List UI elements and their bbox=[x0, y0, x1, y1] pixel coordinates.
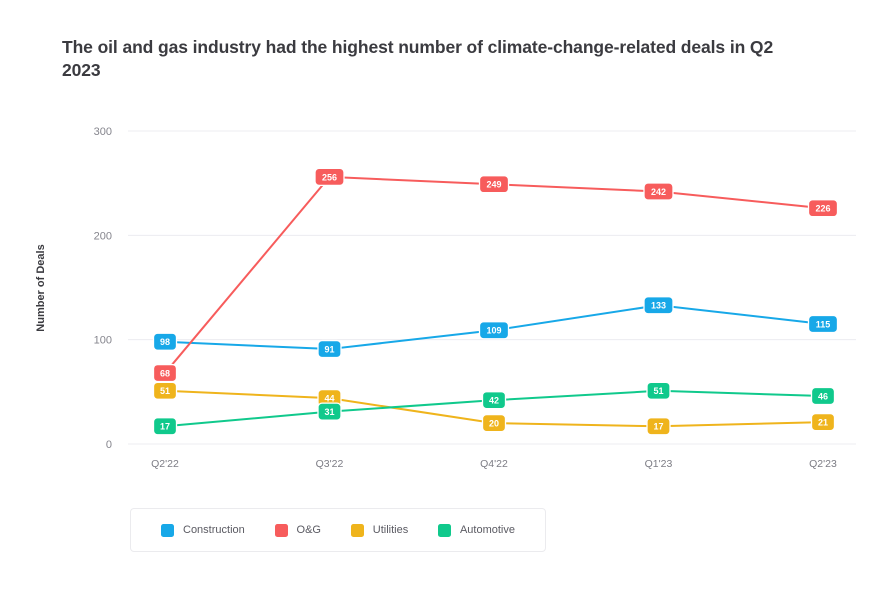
data-label-text: 91 bbox=[324, 344, 334, 354]
legend-item-automotive[interactable]: Automotive bbox=[437, 523, 515, 537]
legend: Construction O&G Utilities Automotive bbox=[130, 508, 546, 552]
data-label-text: 109 bbox=[486, 326, 501, 336]
data-label bbox=[481, 391, 507, 410]
data-label-text: 242 bbox=[651, 187, 666, 197]
series-line-o-g bbox=[164, 175, 824, 375]
y-tick-label: 300 bbox=[94, 126, 112, 138]
y-tick-label: 0 bbox=[106, 439, 112, 451]
data-label-text: 44 bbox=[324, 393, 334, 403]
legend-swatch-utilities bbox=[350, 523, 364, 537]
data-label bbox=[646, 381, 671, 400]
data-label-text: 31 bbox=[324, 407, 334, 417]
data-label-text: 20 bbox=[489, 419, 499, 429]
data-label-text: 51 bbox=[160, 386, 170, 396]
x-tick-label: Q3'22 bbox=[316, 458, 344, 470]
legend-item-o-g[interactable]: O&G bbox=[274, 523, 321, 537]
legend-label: Construction bbox=[183, 524, 245, 536]
data-label bbox=[478, 175, 510, 194]
data-label bbox=[314, 167, 345, 187]
y-tick-label: 100 bbox=[94, 335, 112, 347]
x-tick-label: Q4'22 bbox=[480, 458, 508, 470]
data-label bbox=[481, 413, 507, 433]
x-tick-label: Q2'22 bbox=[151, 458, 179, 470]
data-label bbox=[317, 339, 342, 359]
data-label bbox=[643, 182, 674, 201]
data-label-text: 51 bbox=[653, 386, 663, 396]
data-label-text: 42 bbox=[489, 396, 499, 406]
data-label-text: 115 bbox=[816, 319, 831, 329]
data-label-text: 21 bbox=[818, 417, 828, 427]
data-label-text: 256 bbox=[322, 172, 337, 182]
data-label bbox=[317, 402, 342, 421]
data-label bbox=[807, 314, 839, 334]
x-tick-label: Q1'23 bbox=[645, 458, 673, 470]
data-label-text: 46 bbox=[818, 391, 828, 401]
legend-label: O&G bbox=[296, 524, 321, 536]
data-label-text: 98 bbox=[160, 337, 170, 347]
data-label bbox=[152, 332, 178, 351]
data-label-text: 17 bbox=[160, 422, 170, 432]
data-label-text: 68 bbox=[160, 368, 170, 378]
data-label bbox=[152, 417, 178, 436]
legend-label: Automotive bbox=[459, 524, 515, 536]
data-label bbox=[646, 417, 671, 436]
legend-label: Utilities bbox=[372, 524, 409, 536]
legend-item-construction[interactable]: Construction bbox=[161, 523, 245, 537]
legend-swatch-construction bbox=[161, 523, 174, 537]
legend-item-utilities[interactable]: Utilities bbox=[350, 523, 409, 537]
data-label-text: 17 bbox=[653, 422, 663, 432]
data-label bbox=[810, 412, 836, 432]
data-label-text: 226 bbox=[815, 204, 830, 214]
legend-swatch-automotive bbox=[437, 523, 451, 537]
data-label bbox=[810, 386, 836, 406]
legend-swatch-o-g bbox=[274, 523, 288, 537]
data-label-text: 133 bbox=[651, 301, 666, 311]
data-label bbox=[643, 296, 674, 315]
data-label bbox=[807, 199, 839, 218]
chart-title: The oil and gas industry had the highest… bbox=[62, 37, 774, 81]
data-label bbox=[478, 321, 510, 340]
data-label bbox=[152, 381, 178, 400]
y-tick-label: 200 bbox=[94, 230, 112, 242]
y-axis-title: Number of Deals bbox=[35, 244, 47, 331]
data-label bbox=[152, 363, 178, 383]
x-tick-label: Q2'23 bbox=[809, 458, 837, 470]
data-label-text: 249 bbox=[486, 180, 501, 190]
